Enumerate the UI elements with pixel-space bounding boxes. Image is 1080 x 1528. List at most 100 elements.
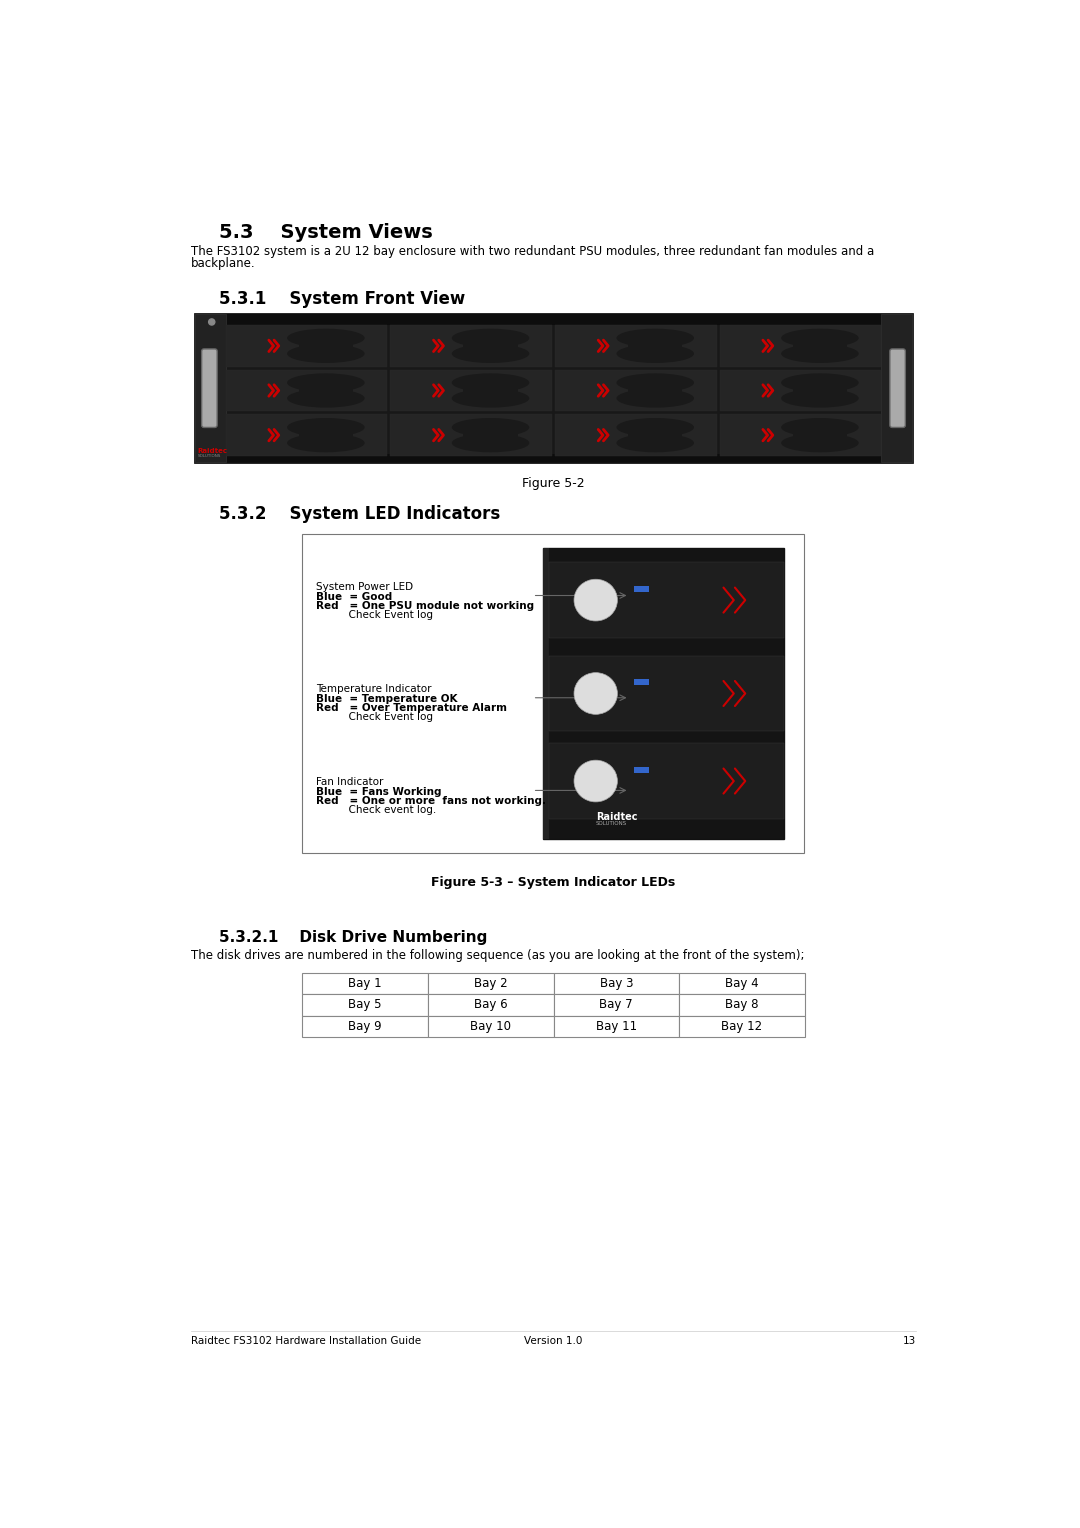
Text: 5.3.2.1    Disk Drive Numbering: 5.3.2.1 Disk Drive Numbering bbox=[218, 931, 487, 946]
Circle shape bbox=[208, 319, 215, 325]
Text: 5.3.1    System Front View: 5.3.1 System Front View bbox=[218, 290, 465, 307]
Text: Check Event log: Check Event log bbox=[315, 610, 433, 620]
Bar bbox=[634, 767, 649, 773]
Ellipse shape bbox=[451, 390, 529, 408]
Bar bbox=[549, 743, 784, 819]
Bar bbox=[549, 656, 784, 732]
Bar bbox=[299, 338, 353, 353]
Bar bbox=[194, 315, 913, 325]
Bar bbox=[634, 678, 649, 685]
Bar bbox=[719, 325, 881, 367]
Text: SOLUTIONS: SOLUTIONS bbox=[596, 821, 627, 827]
Text: Bay 6: Bay 6 bbox=[474, 998, 508, 1012]
Bar bbox=[542, 547, 549, 839]
Ellipse shape bbox=[451, 373, 529, 393]
Bar bbox=[463, 338, 517, 353]
Bar bbox=[554, 973, 679, 995]
Text: 5.3    System Views: 5.3 System Views bbox=[218, 223, 432, 243]
Text: Raidtec FS3102 Hardware Installation Guide: Raidtec FS3102 Hardware Installation Gui… bbox=[191, 1335, 421, 1346]
Text: Raidtec: Raidtec bbox=[198, 448, 228, 454]
Bar bbox=[679, 995, 805, 1016]
Bar bbox=[463, 382, 517, 399]
Bar bbox=[428, 995, 554, 1016]
Bar bbox=[463, 428, 517, 443]
Bar bbox=[634, 585, 649, 591]
Bar bbox=[390, 414, 552, 455]
Bar bbox=[629, 382, 683, 399]
Bar bbox=[226, 370, 388, 411]
Ellipse shape bbox=[781, 344, 859, 364]
Text: Raidtec: Raidtec bbox=[596, 813, 637, 822]
FancyBboxPatch shape bbox=[890, 348, 905, 428]
Bar bbox=[793, 428, 847, 443]
Ellipse shape bbox=[287, 373, 365, 393]
Text: Blue  = Fans Working: Blue = Fans Working bbox=[315, 787, 441, 796]
Bar bbox=[194, 454, 913, 461]
FancyBboxPatch shape bbox=[202, 348, 217, 428]
Bar bbox=[629, 338, 683, 353]
Text: The disk drives are numbered in the following sequence (as you are looking at th: The disk drives are numbered in the foll… bbox=[191, 949, 805, 961]
Text: Check Event log: Check Event log bbox=[315, 712, 433, 723]
Ellipse shape bbox=[287, 419, 365, 437]
Text: backplane.: backplane. bbox=[191, 257, 256, 270]
Bar bbox=[555, 370, 717, 411]
Ellipse shape bbox=[451, 329, 529, 347]
Text: Bay 12: Bay 12 bbox=[721, 1021, 762, 1033]
Bar bbox=[299, 428, 353, 443]
Ellipse shape bbox=[451, 434, 529, 452]
Text: Temperature Indicator: Temperature Indicator bbox=[315, 685, 431, 694]
Ellipse shape bbox=[573, 759, 618, 802]
Text: 5.3.2    System LED Indicators: 5.3.2 System LED Indicators bbox=[218, 506, 500, 523]
Text: Bay 10: Bay 10 bbox=[470, 1021, 511, 1033]
Ellipse shape bbox=[573, 672, 618, 715]
Ellipse shape bbox=[781, 329, 859, 347]
Bar bbox=[793, 382, 847, 399]
Text: Figure 5-3 – System Indicator LEDs: Figure 5-3 – System Indicator LEDs bbox=[431, 877, 676, 889]
Text: Fan Indicator: Fan Indicator bbox=[315, 776, 383, 787]
Ellipse shape bbox=[451, 419, 529, 437]
Text: SOLUTIONS: SOLUTIONS bbox=[198, 454, 221, 458]
Ellipse shape bbox=[573, 579, 618, 620]
Ellipse shape bbox=[781, 373, 859, 393]
Text: Bay 1: Bay 1 bbox=[349, 976, 382, 990]
Text: System Power LED: System Power LED bbox=[315, 582, 413, 591]
Bar bbox=[679, 1016, 805, 1038]
Text: Bay 2: Bay 2 bbox=[474, 976, 508, 990]
Bar bbox=[194, 315, 226, 461]
Bar bbox=[554, 1016, 679, 1038]
Bar bbox=[302, 995, 428, 1016]
Bar bbox=[554, 995, 679, 1016]
Text: Bay 9: Bay 9 bbox=[349, 1021, 382, 1033]
Bar bbox=[299, 382, 353, 399]
Bar bbox=[302, 973, 428, 995]
Bar bbox=[428, 973, 554, 995]
Ellipse shape bbox=[781, 390, 859, 408]
Bar bbox=[302, 1016, 428, 1038]
Bar bbox=[194, 315, 913, 461]
Ellipse shape bbox=[781, 419, 859, 437]
Ellipse shape bbox=[287, 329, 365, 347]
Bar bbox=[679, 973, 805, 995]
Text: Bay 11: Bay 11 bbox=[596, 1021, 637, 1033]
Bar bbox=[549, 562, 784, 639]
Ellipse shape bbox=[287, 344, 365, 364]
Text: Red   = One or more  fans not working.: Red = One or more fans not working. bbox=[315, 796, 545, 805]
Text: Red   = Over Temperature Alarm: Red = Over Temperature Alarm bbox=[315, 703, 507, 714]
Bar bbox=[629, 428, 683, 443]
Ellipse shape bbox=[617, 329, 694, 347]
Text: 13: 13 bbox=[903, 1335, 916, 1346]
Ellipse shape bbox=[617, 419, 694, 437]
Ellipse shape bbox=[617, 390, 694, 408]
Bar bbox=[719, 370, 881, 411]
Text: Blue  = Good: Blue = Good bbox=[315, 591, 392, 602]
Ellipse shape bbox=[287, 434, 365, 452]
Ellipse shape bbox=[781, 434, 859, 452]
Bar bbox=[226, 414, 388, 455]
Bar bbox=[555, 325, 717, 367]
Ellipse shape bbox=[617, 373, 694, 393]
Bar bbox=[555, 414, 717, 455]
Text: Figure 5-2: Figure 5-2 bbox=[523, 477, 584, 490]
Bar bbox=[390, 325, 552, 367]
Ellipse shape bbox=[617, 434, 694, 452]
Bar bbox=[390, 370, 552, 411]
